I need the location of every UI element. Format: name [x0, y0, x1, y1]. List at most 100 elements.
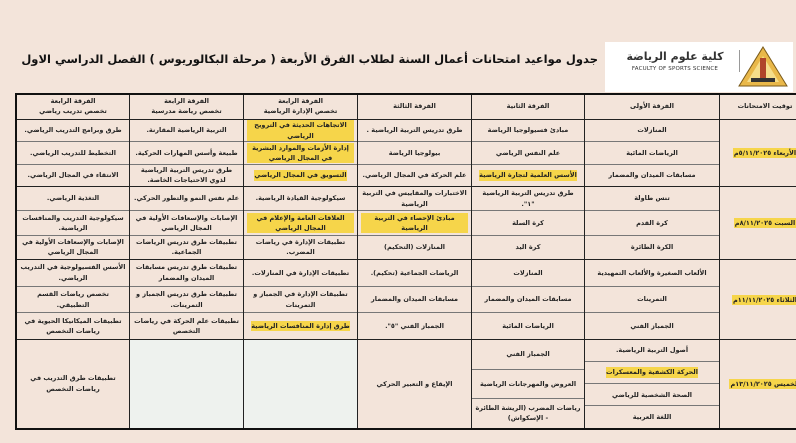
subject-cell: الإيقاع و التعبير الحركي — [357, 339, 472, 429]
table-row: الخميس ١٣/١١/٢٠٢٥م أصول التربية الرياضية.… — [15, 339, 796, 429]
subject-item: مسابقات الميدان والمضمار — [358, 287, 471, 314]
subject-name: مسابقات الميدان والمضمار — [484, 295, 572, 304]
subject-name: سيكولوجية التدريب والمنافسات الرياضية. — [22, 213, 124, 232]
subject-name: سيكولوجية القيادة الرياضية. — [255, 194, 346, 203]
subject-name: طبيعة وأسس المهارات الحركية. — [135, 148, 238, 157]
header-line2: تخصص تدريب رياضي — [39, 107, 107, 115]
header-line2: تخصص الإدارة الرياضية — [263, 107, 338, 115]
subject-name: التربية الرياضية المقارنة. — [146, 126, 227, 135]
subject-item: طرق تدريس التربية الرياضية لذوي الاحتياج… — [130, 165, 243, 186]
subject-cell: علم نفس النمو والتطور الحركي. الإصابات وا… — [129, 186, 244, 260]
subject-item: الجمباز الفني "٥". — [358, 313, 471, 339]
subject-name: كرة القدم — [636, 218, 668, 227]
header-line2: تخصص رياضة مدرسية — [151, 107, 222, 115]
header-line1: الفرقة الأولى — [630, 102, 674, 111]
subject-name: تنس طاولة — [634, 194, 670, 203]
subject-name: تطبيقات طرق تدريس الرياضات الجماعية. — [136, 237, 237, 257]
subject-name: أصول التربية الرياضية. — [615, 346, 689, 355]
subject-cell: التربية الرياضية المقارنة. طبيعة وأسس الم… — [129, 119, 244, 187]
subject-cell — [129, 339, 244, 429]
subject-item: التغذية الرياضي. — [17, 187, 129, 212]
subject-item: تطبيقات طرق تدريس الجمباز و التمرينات. — [130, 287, 243, 314]
subject-cell: تطبيقات طرق تدريس مسابقات الميدان والمضم… — [129, 259, 244, 340]
subject-item: تطبيقات علم الحركة في رياضات التخصص — [130, 313, 243, 339]
subject-item: الانتقاء في المجال الرياضي. — [17, 165, 129, 186]
subject-name: تطبيقات طرق تدريس الجمباز و التمرينات. — [136, 290, 237, 309]
subject-item: الجمباز الفني — [472, 340, 584, 370]
subject-item: المنازلات — [472, 260, 584, 287]
subject-item: الأسس الفسيولوجية في التدريب الرياضي. — [17, 260, 129, 287]
subject-name: كرة السلة — [512, 218, 544, 227]
logo-name-english: FACULTY OF SPORTS SCIENCE — [631, 66, 719, 72]
faculty-emblem-icon — [738, 46, 788, 87]
subject-name: علم النفس الرياضي — [495, 148, 561, 157]
subject-name: المنازلات — [513, 268, 543, 277]
exam-date-text: الأربعاء ٥/١١/٢٠٢٥م — [732, 148, 796, 158]
subject-item: سيكولوجية التدريب والمنافسات الرياضية. — [17, 211, 129, 236]
subject-item: تطبيقات الميكانيكا الحيوية في رياضات الت… — [17, 313, 129, 339]
subject-name: إدارة الأزمات والموارد البشرية في المجال… — [247, 142, 354, 164]
subject-name: الاتجاهات الحديثة في الترويح الرياضي — [247, 120, 354, 142]
column-header: الفرقة الرابعة تخصص تدريب رياضي — [15, 93, 130, 120]
subject-item: أصول التربية الرياضية. — [585, 340, 719, 363]
subject-name: الجمباز الفني — [506, 350, 550, 359]
subject-item: الاختبارات والمقاييس في التربية الرياضية — [358, 187, 471, 212]
exam-date: الثلاثاء ١١/١١/٢٠٢٥م — [719, 259, 796, 340]
subject-item: الرياضات المائية — [472, 313, 584, 339]
subject-cell: الاختبارات والمقاييس في التربية الرياضية… — [357, 186, 472, 260]
header-row: توقيت الامتحانات الفرقة الأولى الفرقة الثا… — [15, 93, 796, 120]
subject-item: الرياضات الجماعية (تحكيم). — [358, 260, 471, 287]
subject-item: طرق تدريس التربية الرياضية . — [358, 120, 471, 143]
subject-name: طرق تدريس التربية الرياضية "١". — [482, 189, 574, 208]
header-line1: الفرقة الرابعة — [164, 97, 209, 106]
subject-name: الإيقاع و التعبير الحركي — [376, 379, 453, 388]
subject-name: رياضات المضرب (الريشة الطائرة - الإسكواش… — [475, 403, 581, 423]
subject-cell: الأسس الفسيولوجية في التدريب الرياضي. تخص… — [15, 259, 130, 340]
subject-item: اللغة العربية — [585, 406, 719, 427]
subject-item: الصحة الشخصية للرياضي — [585, 384, 719, 407]
subject-cell: سيكولوجية القيادة الرياضية. العلاقات العا… — [243, 186, 358, 260]
page-title: جدول مواعيد امتحانات أعمال السنة لطلاب ا… — [21, 52, 598, 66]
exam-date-text: الخميس ١٣/١١/٢٠٢٥م — [729, 378, 796, 389]
header-line1: الفرقة الثالثة — [393, 102, 436, 111]
subject-item: الإيقاع و التعبير الحركي — [358, 340, 471, 428]
subject-name: التمرينات — [637, 295, 667, 304]
exam-date: الخميس ١٣/١١/٢٠٢٥م — [719, 339, 796, 429]
column-header: الفرقة الرابعة تخصص رياضة مدرسية — [129, 93, 244, 120]
exam-date: السبت ٨/١١/٢٠٢٥م — [719, 186, 796, 260]
subject-name: المنازلات — [637, 126, 667, 135]
subject-name: الإصابات والإسعافات الأولية في المجال ال… — [22, 237, 124, 257]
subject-name: تطبيقات طرق تدريس مسابقات الميدان والمضم… — [135, 263, 238, 282]
subject-name: الصحة الشخصية للرياضي — [611, 390, 693, 399]
subject-item: سيكولوجية القيادة الرياضية. — [244, 187, 357, 212]
subject-cell: طرق تدريس التربية الرياضية . بيولوجيا الر… — [357, 119, 472, 187]
subject-item: تطبيقات الإدارة في رياضات المضرب. — [244, 236, 357, 259]
header-line1: الفرقة الرابعة — [50, 97, 96, 106]
subject-item: كرة القدم — [585, 211, 719, 236]
subject-item: تنس طاولة — [585, 187, 719, 212]
subject-cell: تنس طاولة كرة القدم الكرة الطائرة — [584, 186, 720, 260]
subject-name: الحركة الكشفية والمعسكرات — [606, 367, 698, 378]
subject-cell: الرياضات الجماعية (تحكيم). مسابقات الميدا… — [357, 259, 472, 340]
subject-item: التربية الرياضية المقارنة. — [130, 120, 243, 143]
column-header: الفرقة الرابعة تخصص الإدارة الرياضية — [243, 93, 358, 120]
subject-cell: الجمباز الفني العروض والمهرجانات الرياضية… — [471, 339, 585, 429]
subject-cell: أصول التربية الرياضية. الحركة الكشفية وال… — [584, 339, 720, 429]
subject-name: المنازلات (التحكيم) — [384, 243, 445, 252]
subject-item: رياضات المضرب (الريشة الطائرة - الإسكواش… — [472, 399, 584, 428]
subject-name: الإصابات والإسعافات الأولية في المجال ال… — [135, 213, 238, 232]
subject-item: تطبيقات طرق تدريس مسابقات الميدان والمضم… — [130, 260, 243, 287]
subject-item: الكرة الطائرة — [585, 236, 719, 259]
subject-name: العروض والمهرجانات الرياضية — [479, 379, 577, 388]
subject-name: الاختبارات والمقاييس في التربية الرياضية — [362, 189, 467, 208]
subject-item: إدارة الأزمات والموارد البشرية في المجال… — [244, 142, 357, 165]
subject-item: تطبيقات طرق تدريس الرياضات الجماعية. — [130, 236, 243, 259]
subject-name: بيولوجيا الرياضة — [388, 148, 441, 157]
exam-date: الأربعاء ٥/١١/٢٠٢٥م — [719, 119, 796, 187]
subject-name: علم نفس النمو والتطور الحركي. — [133, 194, 240, 203]
subject-name: تطبيقات طرق التدريب في رياضات التخصص — [30, 374, 116, 393]
subject-item: تطبيقات طرق التدريب في رياضات التخصص — [17, 340, 129, 428]
logo-text: كلية علوم الرياضة FACULTY OF SPORTS SCIE… — [615, 50, 740, 72]
subject-name: تطبيقات الإدارة في المنازلات. — [251, 268, 350, 277]
subject-name: الكرة الطائرة — [630, 243, 674, 252]
